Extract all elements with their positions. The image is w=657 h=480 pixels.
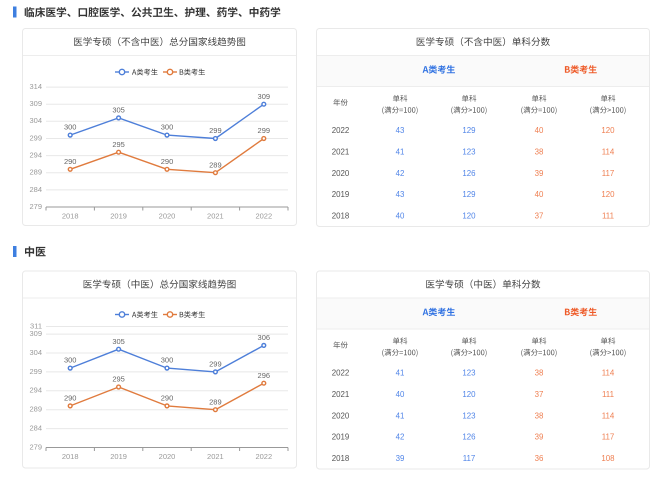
svg-text:311: 311 (30, 321, 42, 330)
svg-text:296: 296 (258, 371, 271, 380)
svg-text:284: 284 (29, 424, 42, 433)
svg-text:123: 123 (462, 369, 476, 378)
svg-text:40: 40 (535, 190, 544, 199)
svg-text:2021: 2021 (207, 211, 224, 220)
svg-text:129: 129 (462, 126, 476, 135)
svg-text:2021: 2021 (207, 452, 224, 461)
svg-text:40: 40 (396, 390, 405, 399)
svg-text:42: 42 (396, 169, 405, 178)
svg-text:2019: 2019 (332, 190, 350, 199)
svg-text:111: 111 (602, 390, 614, 399)
svg-text:295: 295 (112, 375, 125, 384)
svg-text:290: 290 (64, 157, 77, 166)
svg-text:111: 111 (602, 211, 614, 220)
svg-text:123: 123 (462, 148, 476, 157)
svg-text:304: 304 (29, 348, 42, 357)
svg-text:2020: 2020 (332, 411, 350, 420)
svg-text:42: 42 (396, 433, 405, 442)
svg-text:304: 304 (29, 116, 42, 125)
svg-text:305: 305 (112, 337, 125, 346)
svg-text:309: 309 (258, 92, 271, 101)
svg-text:300: 300 (64, 123, 77, 132)
svg-text:2022: 2022 (332, 369, 350, 378)
svg-text:309: 309 (29, 329, 42, 338)
svg-text:40: 40 (396, 211, 405, 220)
svg-text:41: 41 (396, 148, 405, 157)
svg-text:299: 299 (29, 133, 42, 142)
svg-text:39: 39 (396, 454, 405, 463)
svg-text:43: 43 (396, 126, 405, 135)
svg-text:290: 290 (64, 394, 77, 403)
svg-text:123: 123 (462, 411, 476, 420)
svg-text:294: 294 (29, 151, 42, 160)
svg-text:2018: 2018 (62, 452, 79, 461)
svg-text:39: 39 (535, 433, 544, 442)
svg-text:309: 309 (29, 99, 42, 108)
svg-text:2019: 2019 (110, 452, 127, 461)
svg-text:299: 299 (258, 126, 271, 135)
svg-text:290: 290 (161, 157, 174, 166)
svg-text:43: 43 (396, 190, 405, 199)
svg-text:2022: 2022 (255, 211, 272, 220)
svg-text:2020: 2020 (159, 211, 176, 220)
svg-text:279: 279 (29, 442, 42, 451)
svg-text:38: 38 (535, 148, 544, 157)
svg-text:2018: 2018 (332, 454, 350, 463)
svg-text:114: 114 (602, 411, 615, 420)
svg-text:108: 108 (601, 454, 615, 463)
svg-text:2018: 2018 (62, 211, 79, 220)
svg-text:39: 39 (535, 169, 544, 178)
svg-text:306: 306 (258, 333, 271, 342)
svg-text:117: 117 (602, 169, 615, 178)
svg-text:2021: 2021 (332, 390, 350, 399)
svg-text:2020: 2020 (332, 169, 350, 178)
svg-text:126: 126 (462, 169, 476, 178)
svg-text:284: 284 (29, 185, 42, 194)
svg-text:120: 120 (462, 211, 476, 220)
svg-text:40: 40 (535, 126, 544, 135)
svg-text:300: 300 (161, 123, 174, 132)
svg-text:38: 38 (535, 411, 544, 420)
svg-text:41: 41 (396, 369, 405, 378)
svg-text:290: 290 (161, 394, 174, 403)
svg-text:289: 289 (29, 168, 42, 177)
svg-text:126: 126 (462, 433, 476, 442)
svg-text:37: 37 (535, 390, 544, 399)
svg-text:299: 299 (209, 126, 222, 135)
svg-text:120: 120 (462, 390, 476, 399)
svg-text:2022: 2022 (255, 452, 272, 461)
svg-text:2019: 2019 (110, 211, 127, 220)
svg-text:37: 37 (535, 211, 544, 220)
svg-text:38: 38 (535, 369, 544, 378)
svg-text:300: 300 (64, 356, 77, 365)
svg-text:2019: 2019 (332, 433, 350, 442)
svg-text:2020: 2020 (159, 452, 176, 461)
svg-text:117: 117 (602, 433, 615, 442)
svg-text:120: 120 (601, 126, 615, 135)
svg-text:305: 305 (112, 106, 125, 115)
svg-text:117: 117 (463, 454, 476, 463)
svg-text:299: 299 (209, 360, 222, 369)
svg-text:114: 114 (602, 369, 615, 378)
svg-text:295: 295 (112, 140, 125, 149)
svg-text:300: 300 (161, 356, 174, 365)
svg-text:2022: 2022 (332, 126, 350, 135)
svg-text:129: 129 (462, 190, 476, 199)
svg-text:289: 289 (209, 397, 222, 406)
svg-text:2021: 2021 (332, 148, 350, 157)
svg-text:299: 299 (29, 367, 42, 376)
svg-text:289: 289 (29, 405, 42, 414)
svg-text:279: 279 (29, 202, 42, 211)
svg-text:294: 294 (29, 386, 42, 395)
svg-text:41: 41 (396, 411, 405, 420)
svg-text:314: 314 (29, 82, 42, 91)
svg-text:2018: 2018 (332, 211, 350, 220)
svg-text:120: 120 (601, 190, 615, 199)
svg-text:289: 289 (209, 160, 222, 169)
svg-text:36: 36 (535, 454, 544, 463)
svg-text:114: 114 (602, 148, 615, 157)
